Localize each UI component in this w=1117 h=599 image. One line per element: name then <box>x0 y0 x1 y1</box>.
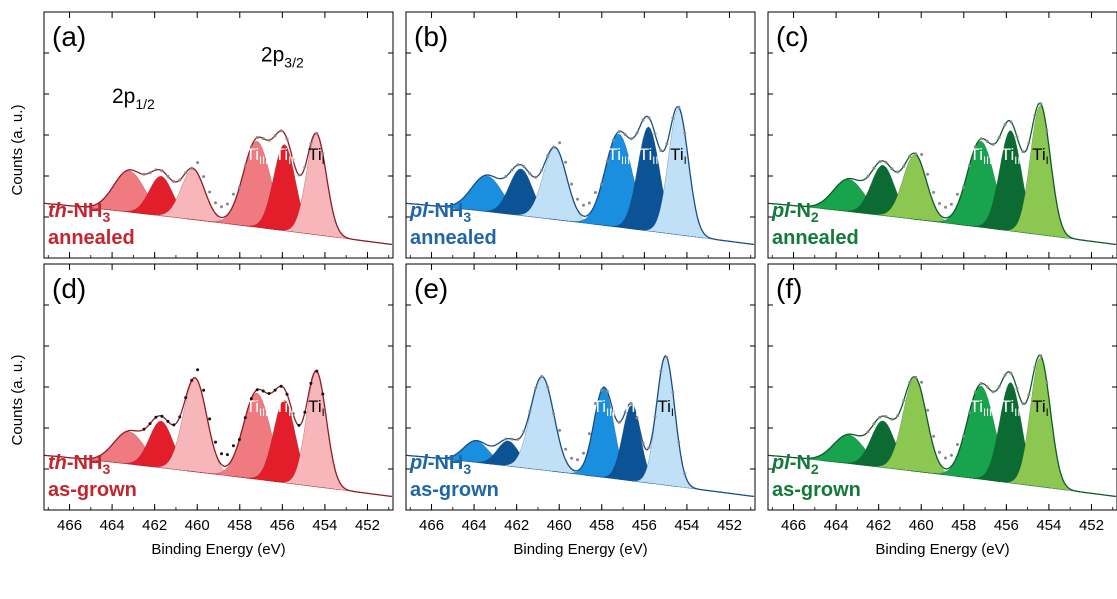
background-line <box>767 455 1115 497</box>
fit-envelope <box>768 102 1117 246</box>
peak-label-ti-ii: TiII <box>275 145 295 167</box>
sample-condition: as-grown <box>772 479 861 501</box>
peak-label-ti-ii: TiII <box>622 397 642 419</box>
peak-label-ti-i: TiI <box>308 145 325 167</box>
y-axis-title-bottom: Counts (a. u.) <box>9 355 26 446</box>
fit-envelope <box>44 370 393 498</box>
sample-name: pl-N2 <box>771 200 819 225</box>
background-line <box>405 203 753 245</box>
sample-name: th-NH3 <box>48 452 110 477</box>
background-line <box>43 203 391 245</box>
sample-condition: annealed <box>410 227 497 249</box>
x-axis-title: Binding Energy (eV) <box>875 541 1009 558</box>
background-line <box>767 203 1115 245</box>
fit-envelope <box>44 130 393 246</box>
fit-envelope <box>406 355 755 498</box>
x-tick-label: 456 <box>270 517 295 534</box>
peak-label-ti-i: TiI <box>1032 397 1049 419</box>
peak-label-ti-iii: TiIII <box>969 145 992 167</box>
panel-letter: (b) <box>414 21 448 52</box>
fit-envelope <box>406 106 755 246</box>
x-tick-label: 456 <box>632 517 657 534</box>
x-tick-label: 452 <box>355 517 380 534</box>
sample-name: pl-N2 <box>771 452 819 477</box>
sample-condition: as-grown <box>48 479 137 501</box>
x-tick-label: 460 <box>547 517 572 534</box>
sample-condition: as-grown <box>410 479 499 501</box>
x-tick-label: 456 <box>994 517 1019 534</box>
panel-e: 466 464 462 460 458 456 454 452 Binding Energy (… <box>405 263 756 558</box>
x-axis-title: Binding Energy (eV) <box>151 541 285 558</box>
y-axis-title-top: Counts (a. u.) <box>9 105 26 196</box>
x-tick-label: 462 <box>866 517 891 534</box>
peak-label-ti-ii: TiII <box>639 145 659 167</box>
x-tick-label: 458 <box>227 517 252 534</box>
panel-letter: (d) <box>52 273 86 304</box>
background-line <box>43 455 391 497</box>
sample-condition: annealed <box>772 227 859 249</box>
peak-label-ti-iii: TiIII <box>969 397 992 419</box>
measured-data <box>142 129 325 209</box>
panel-letter: (c) <box>776 21 809 52</box>
peak-label-ti-i: TiI <box>657 397 674 419</box>
sample-name: pl-NH3 <box>409 452 471 477</box>
panel-letter: (a) <box>52 21 86 52</box>
peak-label-ti-iii: TiIII <box>607 145 630 167</box>
x-tick-label: 460 <box>909 517 934 534</box>
peak-label-ti-iii: TiIII <box>245 397 268 419</box>
panel-letter: (f) <box>776 273 802 304</box>
peak-label-ti-ii: TiII <box>1001 145 1021 167</box>
orbital-label-2p3-2: 2p3/2 <box>261 44 304 71</box>
x-tick-label: 466 <box>419 517 444 534</box>
peak-label-ti-i: TiI <box>308 397 325 419</box>
peak-label-ti-iii: TiIII <box>593 397 616 419</box>
x-tick-label: 458 <box>589 517 614 534</box>
x-tick-label: 460 <box>185 517 210 534</box>
measured-data <box>142 368 325 457</box>
fit-envelope <box>768 354 1117 498</box>
peak-label-ti-iii: TiIII <box>245 145 268 167</box>
orbital-label-2p1-2: 2p1/2 <box>112 85 155 112</box>
x-tick-label: 466 <box>57 517 82 534</box>
x-axis-title: Binding Energy (eV) <box>513 541 647 558</box>
peak-label-ti-ii: TiII <box>275 397 295 419</box>
sample-condition: annealed <box>48 227 135 249</box>
peak-label-ti-ii: TiII <box>1001 397 1021 419</box>
panel-d: 466 464 462 460 458 456 454 452 Binding Energy (… <box>43 263 394 558</box>
measured-data <box>504 105 687 207</box>
x-tick-label: 454 <box>312 517 337 534</box>
x-tick-label: 464 <box>100 517 125 534</box>
x-tick-label: 452 <box>1079 517 1104 534</box>
measured-data <box>866 102 1049 209</box>
measured-data <box>866 354 1049 460</box>
x-tick-label: 462 <box>142 517 167 534</box>
x-tick-label: 464 <box>824 517 849 534</box>
sample-name: th-NH3 <box>48 200 110 225</box>
sample-name: pl-NH3 <box>409 200 471 225</box>
panel-f: 466 464 462 460 458 456 454 452 Binding Energy (… <box>767 263 1117 558</box>
peak-label-ti-i: TiI <box>1032 145 1049 167</box>
x-tick-label: 454 <box>674 517 699 534</box>
x-tick-label: 454 <box>1036 517 1061 534</box>
x-tick-label: 458 <box>951 517 976 534</box>
measured-data <box>504 355 687 476</box>
panel-letter: (e) <box>414 273 448 304</box>
x-tick-label: 466 <box>781 517 806 534</box>
x-tick-label: 452 <box>717 517 742 534</box>
peak-label-ti-i: TiI <box>670 145 687 167</box>
x-tick-label: 464 <box>462 517 487 534</box>
x-tick-label: 462 <box>504 517 529 534</box>
